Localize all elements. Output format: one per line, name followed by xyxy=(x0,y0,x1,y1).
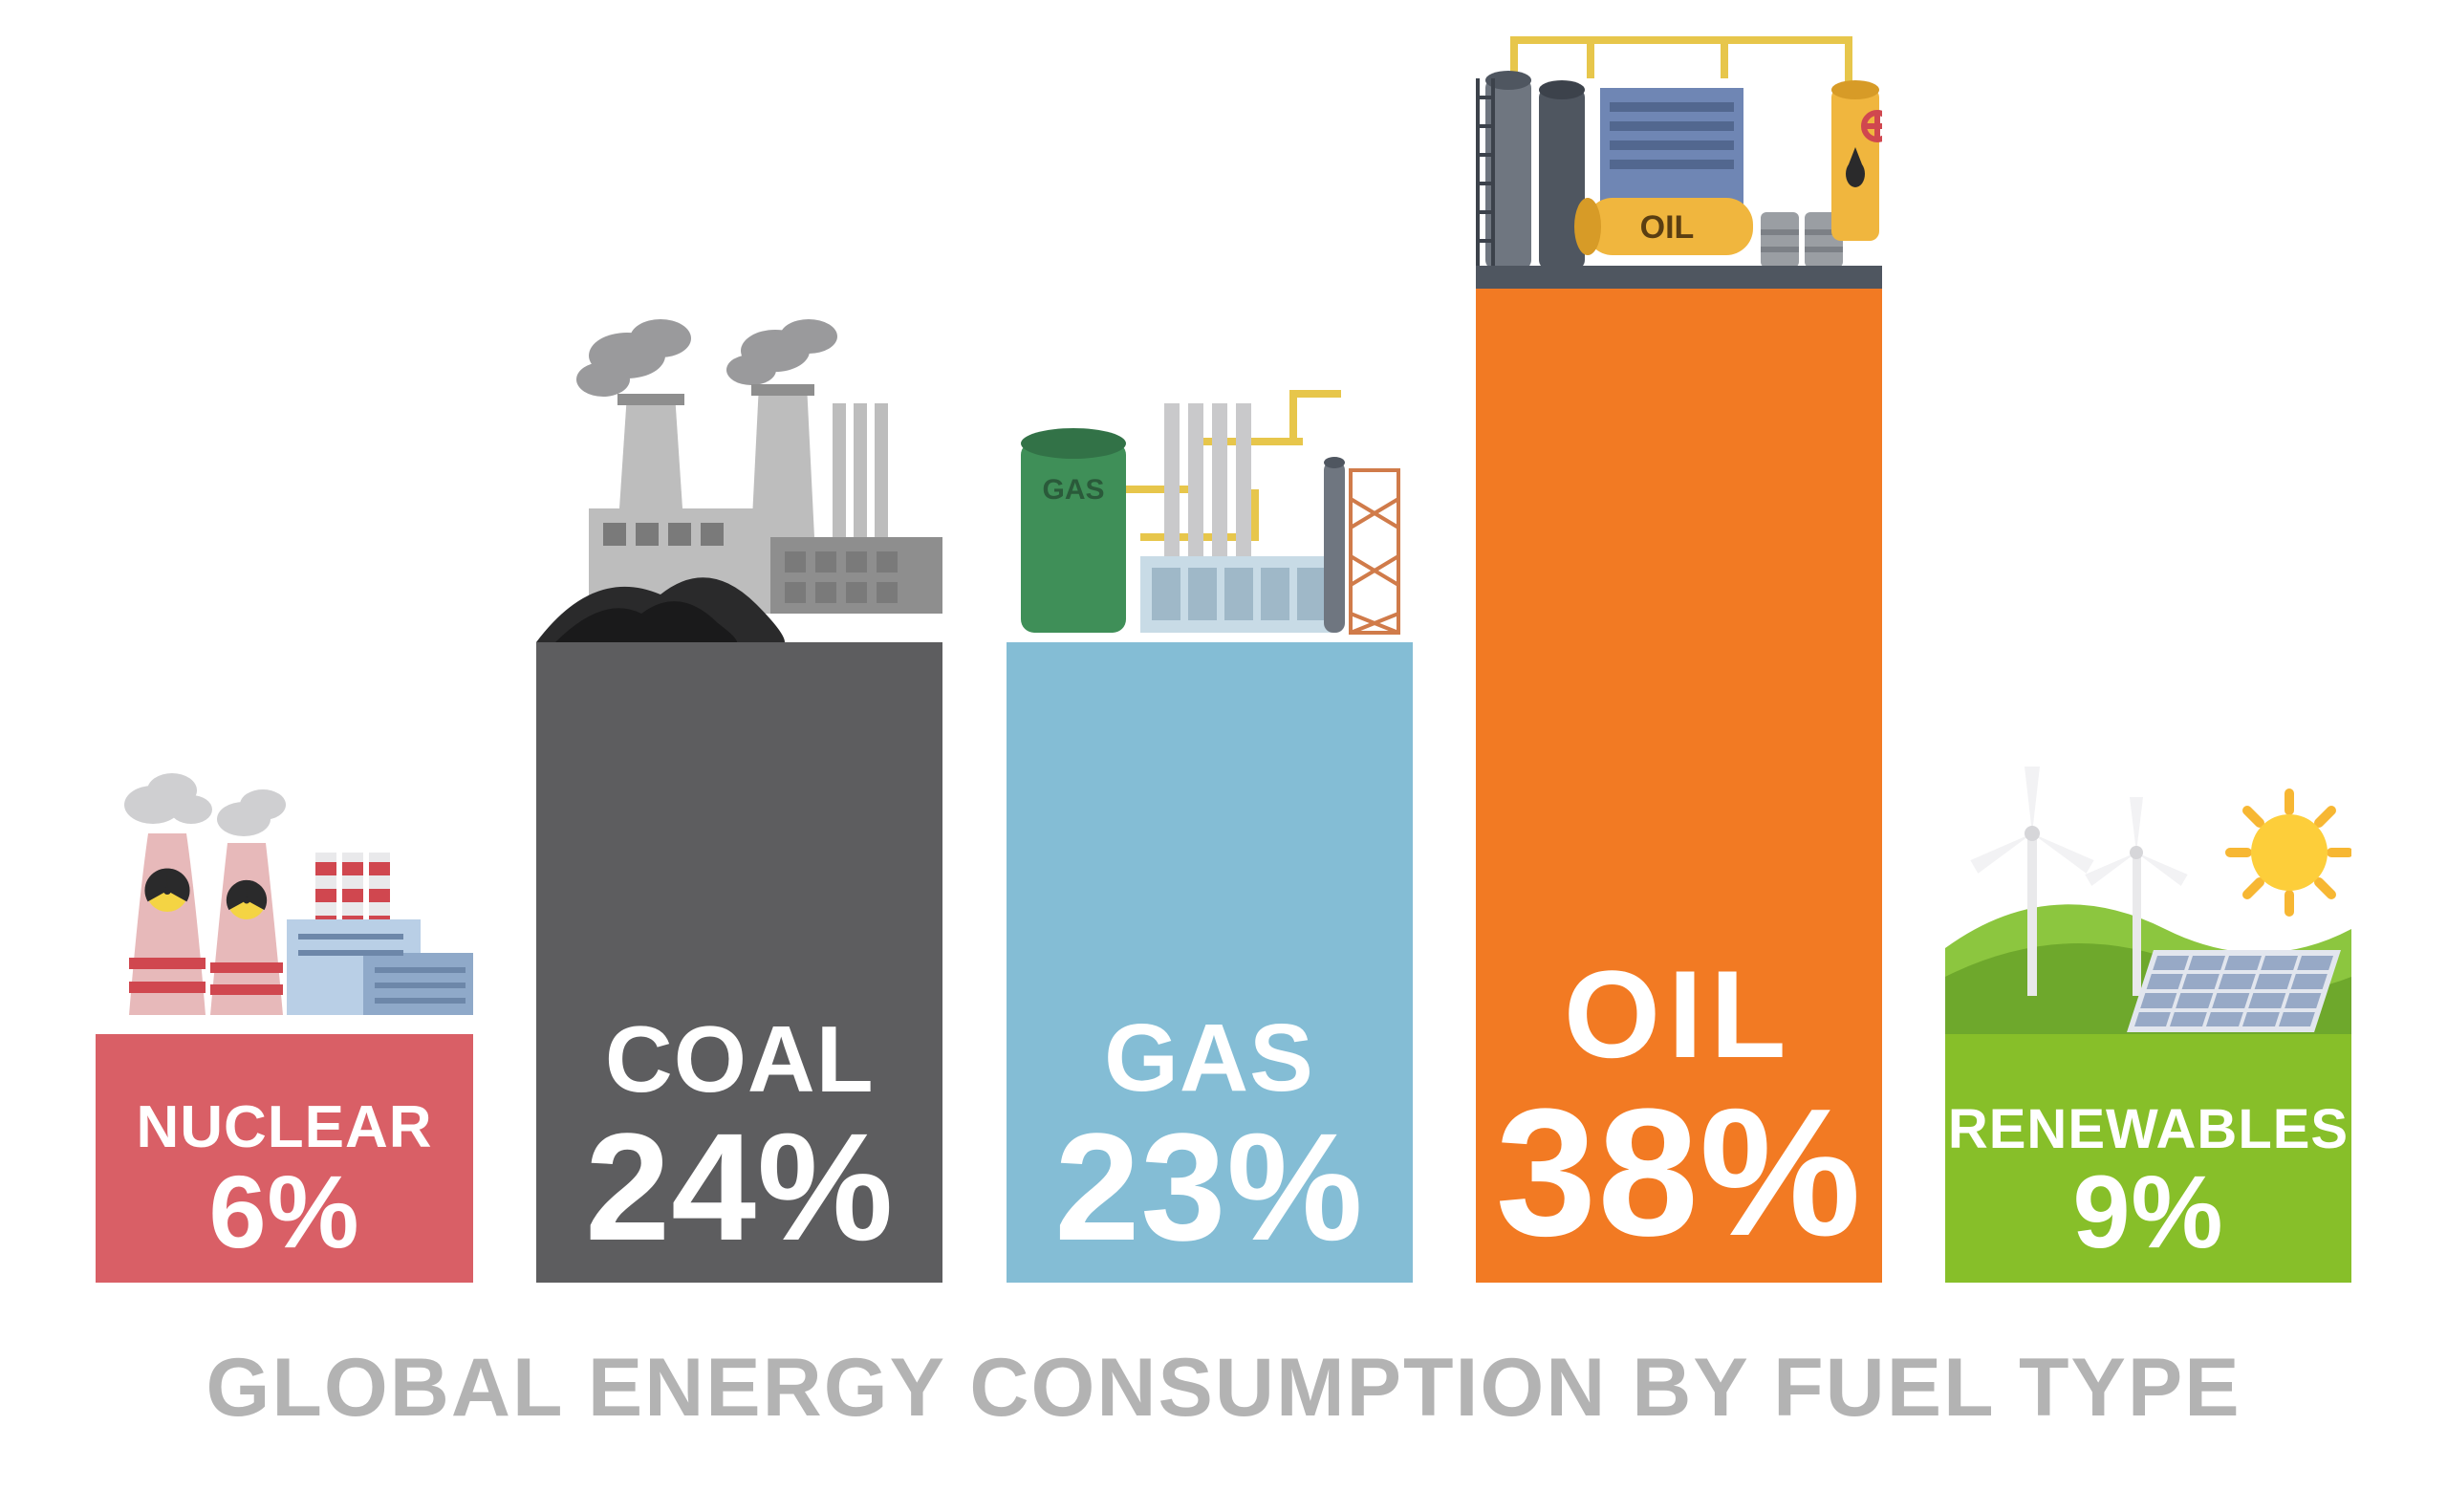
bar-gas: GAS xyxy=(1007,642,1413,1283)
bar-nuclear-label: NUCLEAR xyxy=(136,1098,432,1157)
bar-gas-value: 23% xyxy=(1054,1111,1363,1264)
bar-renewables: RENEWABLES 9% xyxy=(1945,1005,2351,1283)
bar-oil: OIL OIL 38% xyxy=(1476,270,1882,1283)
bar-oil-value: 38% xyxy=(1496,1082,1862,1264)
bar-oil-label: OIL xyxy=(1564,952,1794,1076)
bar-gas-label: GAS xyxy=(1104,1010,1314,1106)
bar-renewables-value: 9% xyxy=(2072,1160,2223,1264)
coal-plant-icon xyxy=(536,317,942,642)
chart-title: GLOBAL ENERGY CONSUMPTION BY FUEL TYPE xyxy=(0,1341,2447,1436)
wind-solar-icon xyxy=(1945,747,2351,1034)
oil-refinery-icon: OIL xyxy=(1476,21,1882,289)
bar-nuclear: NUCLEAR 6% xyxy=(96,1034,473,1283)
bar-coal: COAL 24% xyxy=(536,642,942,1283)
bar-nuclear-value: 6% xyxy=(208,1160,359,1264)
svg-text:GAS: GAS xyxy=(1042,474,1104,506)
bar-renewables-label: RENEWABLES xyxy=(1948,1102,2349,1157)
bar-coal-body: COAL 24% xyxy=(536,642,942,1283)
bar-coal-label: COAL xyxy=(605,1012,875,1106)
bar-nuclear-body: NUCLEAR 6% xyxy=(96,1034,473,1283)
bar-renewables-body: RENEWABLES 9% xyxy=(1945,1005,2351,1283)
bar-coal-value: 24% xyxy=(585,1111,894,1264)
gas-plant-icon: GAS xyxy=(1007,356,1413,642)
svg-text:OIL: OIL xyxy=(1639,209,1694,246)
energy-bar-chart: NUCLEAR 6% xyxy=(96,136,2351,1283)
bar-gas-body: GAS 23% xyxy=(1007,642,1413,1283)
bar-oil-body: OIL 38% xyxy=(1476,270,1882,1283)
nuclear-plant-icon xyxy=(96,767,473,1034)
